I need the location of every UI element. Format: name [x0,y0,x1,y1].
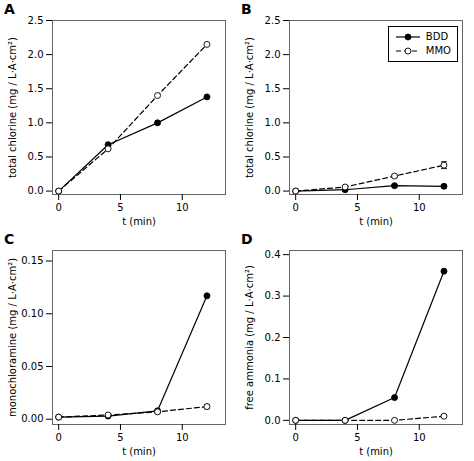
svg-text:1.5: 1.5 [28,83,44,94]
svg-text:0: 0 [55,202,61,213]
svg-text:10: 10 [176,202,189,213]
svg-text:0.3: 0.3 [265,290,281,301]
svg-text:total chlorine (mg / L·A·cm²): total chlorine (mg / L·A·cm²) [7,37,18,178]
svg-text:10: 10 [176,432,189,443]
svg-text:monochloramine (mg / L·A·cm²): monochloramine (mg / L·A·cm²) [7,258,18,417]
svg-text:2.0: 2.0 [28,49,44,60]
svg-text:0: 0 [292,202,298,213]
svg-text:0: 0 [55,432,61,443]
svg-text:2.0: 2.0 [265,49,281,60]
svg-text:0.10: 0.10 [21,308,43,319]
svg-text:t (min): t (min) [122,216,156,227]
html-text:BDD: BDD [425,31,449,42]
svg-text:0.0: 0.0 [265,415,281,426]
svg-text:5: 5 [117,432,123,443]
svg-text:0.5: 0.5 [28,151,44,162]
svg-text:free ammonia (mg / L·A·cm²): free ammonia (mg / L·A·cm²) [244,265,255,410]
html-text:C: C [4,231,15,247]
html-text:B: B [241,1,252,17]
svg-text:5: 5 [354,432,360,443]
svg-text:total chlorine (mg / L·A·cm²): total chlorine (mg / L·A·cm²) [244,37,255,178]
svg-text:0.4: 0.4 [265,249,281,260]
svg-text:10: 10 [413,432,426,443]
svg-text:0.0: 0.0 [28,185,44,196]
svg-text:t (min): t (min) [359,216,393,227]
svg-text:2.5: 2.5 [265,15,281,26]
svg-text:0.0: 0.0 [265,185,281,196]
svg-text:1.0: 1.0 [265,117,281,128]
svg-text:10: 10 [413,202,426,213]
html-text:D: D [241,231,253,247]
svg-text:t (min): t (min) [359,446,393,457]
svg-text:0.05: 0.05 [21,361,43,372]
svg-text:1.0: 1.0 [28,117,44,128]
svg-text:0.2: 0.2 [265,332,281,343]
svg-text:0.5: 0.5 [265,151,281,162]
svg-text:2.5: 2.5 [28,15,44,26]
svg-text:t (min): t (min) [122,446,156,457]
svg-text:0: 0 [292,432,298,443]
svg-text:0.00: 0.00 [21,413,43,424]
svg-text:0.15: 0.15 [21,255,43,266]
svg-text:0.1: 0.1 [265,373,281,384]
svg-text:5: 5 [354,202,360,213]
svg-text:1.5: 1.5 [265,83,281,94]
html-text:A: A [4,1,15,17]
html-text:MMO: MMO [425,45,451,56]
svg-text:5: 5 [117,202,123,213]
